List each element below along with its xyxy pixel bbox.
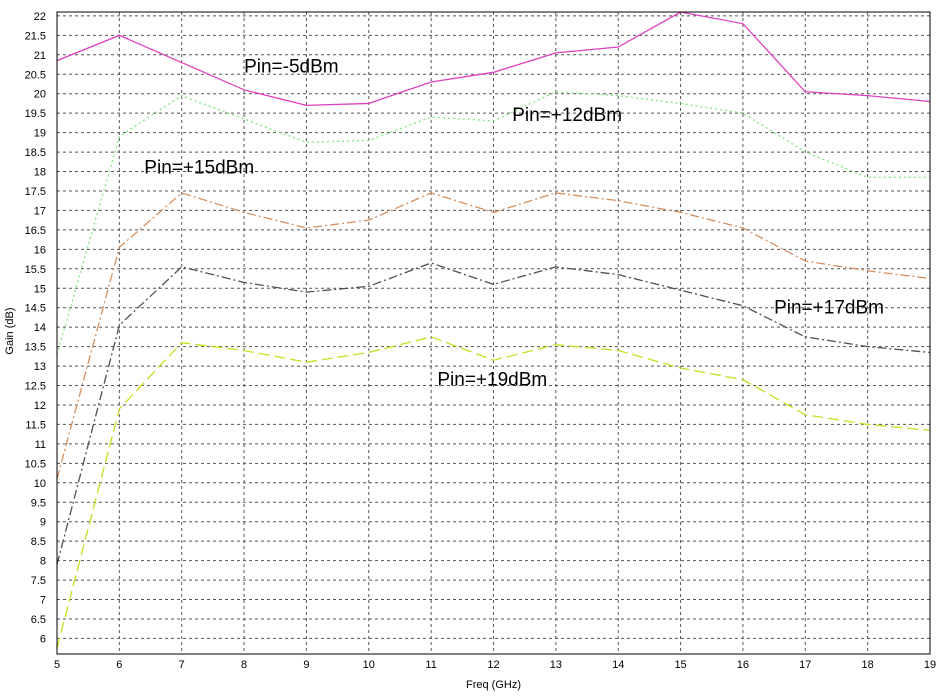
y-tick-label-23: 17.5 bbox=[25, 186, 46, 198]
x-tick-label-0: 5 bbox=[54, 659, 60, 671]
series-line-1 bbox=[56, 91, 930, 355]
y-tick-label-27: 19.5 bbox=[25, 108, 46, 120]
x-tick-labels: 5 6 7 8 9 10 11 12 13 14 15 16 17 18 19 bbox=[54, 659, 936, 671]
series-line-0 bbox=[56, 11, 931, 107]
y-tick-label-1: 6.5 bbox=[31, 614, 46, 626]
y-tick-label-16: 14 bbox=[34, 322, 46, 334]
y-tick-label-9: 10.5 bbox=[25, 458, 46, 470]
y-tick-label-12: 12 bbox=[34, 400, 46, 412]
axes bbox=[56, 11, 931, 655]
y-tick-label-11: 11.5 bbox=[25, 419, 46, 431]
x-tick-label-5: 10 bbox=[363, 659, 375, 671]
y-tick-label-7: 9.5 bbox=[31, 497, 46, 509]
series-line-3 bbox=[56, 262, 931, 565]
y-tick-label-28: 20 bbox=[34, 89, 46, 101]
x-axis-label: Freq (GHz) bbox=[466, 679, 521, 691]
x-tick-label-1: 6 bbox=[116, 659, 122, 671]
y-tick-label-15: 13.5 bbox=[25, 342, 46, 354]
x-tick-label-14: 19 bbox=[924, 659, 936, 671]
x-tick-label-13: 18 bbox=[862, 659, 874, 671]
y-tick-label-31: 21.5 bbox=[25, 30, 46, 42]
y-tick-label-5: 8.5 bbox=[31, 536, 46, 548]
y-tick-label-6: 9 bbox=[40, 517, 46, 529]
series-annotation-1: Pin=+12dBm bbox=[512, 105, 622, 126]
x-tick-label-4: 9 bbox=[303, 659, 309, 671]
series-annotation-2: Pin=+15dBm bbox=[144, 157, 254, 178]
series-annotation-4: Pin=+19dBm bbox=[437, 370, 547, 391]
plot-frame bbox=[56, 11, 931, 655]
y-tick-label-30: 21 bbox=[34, 50, 46, 62]
x-tick-label-3: 8 bbox=[241, 659, 247, 671]
x-tick-label-7: 12 bbox=[487, 659, 499, 671]
x-tick-label-8: 13 bbox=[550, 659, 562, 671]
y-tick-label-17: 14.5 bbox=[25, 303, 46, 315]
x-tick-label-2: 7 bbox=[179, 659, 185, 671]
y-tick-label-14: 13 bbox=[34, 361, 46, 373]
y-tick-label-20: 16 bbox=[34, 244, 46, 256]
y-tick-label-21: 16.5 bbox=[25, 225, 46, 237]
y-tick-label-4: 8 bbox=[40, 556, 46, 568]
series-annotations: Pin=-5dBm Pin=+12dBm Pin=+15dBm Pin=+17dBm P… bbox=[144, 56, 884, 390]
series-line-4 bbox=[56, 336, 931, 649]
x-tick-label-12: 17 bbox=[799, 659, 811, 671]
grid-lines bbox=[56, 12, 931, 654]
y-tick-labels: 6 6.5 7 7.5 8 8.5 9 9.5 10 10.5 11 11.5 12 12.5 13 13.5… bbox=[25, 11, 46, 646]
y-tick-label-22: 17 bbox=[34, 205, 46, 217]
y-tick-label-2: 7 bbox=[40, 595, 46, 607]
y-tick-label-29: 20.5 bbox=[25, 69, 46, 81]
y-axis-label: Gain (dB) bbox=[4, 308, 16, 355]
y-tick-label-0: 6 bbox=[40, 633, 46, 645]
x-tick-label-10: 15 bbox=[674, 659, 686, 671]
y-tick-label-18: 15 bbox=[34, 283, 46, 295]
x-tick-label-9: 14 bbox=[612, 659, 624, 671]
y-tick-label-24: 18 bbox=[34, 167, 46, 179]
series-annotation-0: Pin=-5dBm bbox=[244, 56, 339, 77]
y-tick-label-32: 22 bbox=[34, 11, 46, 23]
series-annotation-3: Pin=+17dBm bbox=[774, 298, 884, 319]
x-tick-label-11: 16 bbox=[737, 659, 749, 671]
y-tick-label-8: 10 bbox=[34, 478, 46, 490]
y-tick-label-26: 19 bbox=[34, 128, 46, 140]
y-tick-label-13: 12.5 bbox=[25, 381, 46, 393]
x-tick-label-6: 11 bbox=[425, 659, 436, 671]
y-tick-label-3: 7.5 bbox=[31, 575, 46, 587]
series-lines bbox=[56, 11, 931, 649]
y-tick-label-25: 18.5 bbox=[25, 147, 46, 159]
series-line-2 bbox=[56, 192, 931, 480]
y-tick-label-10: 11 bbox=[35, 439, 46, 451]
y-tick-label-19: 15.5 bbox=[25, 264, 46, 276]
